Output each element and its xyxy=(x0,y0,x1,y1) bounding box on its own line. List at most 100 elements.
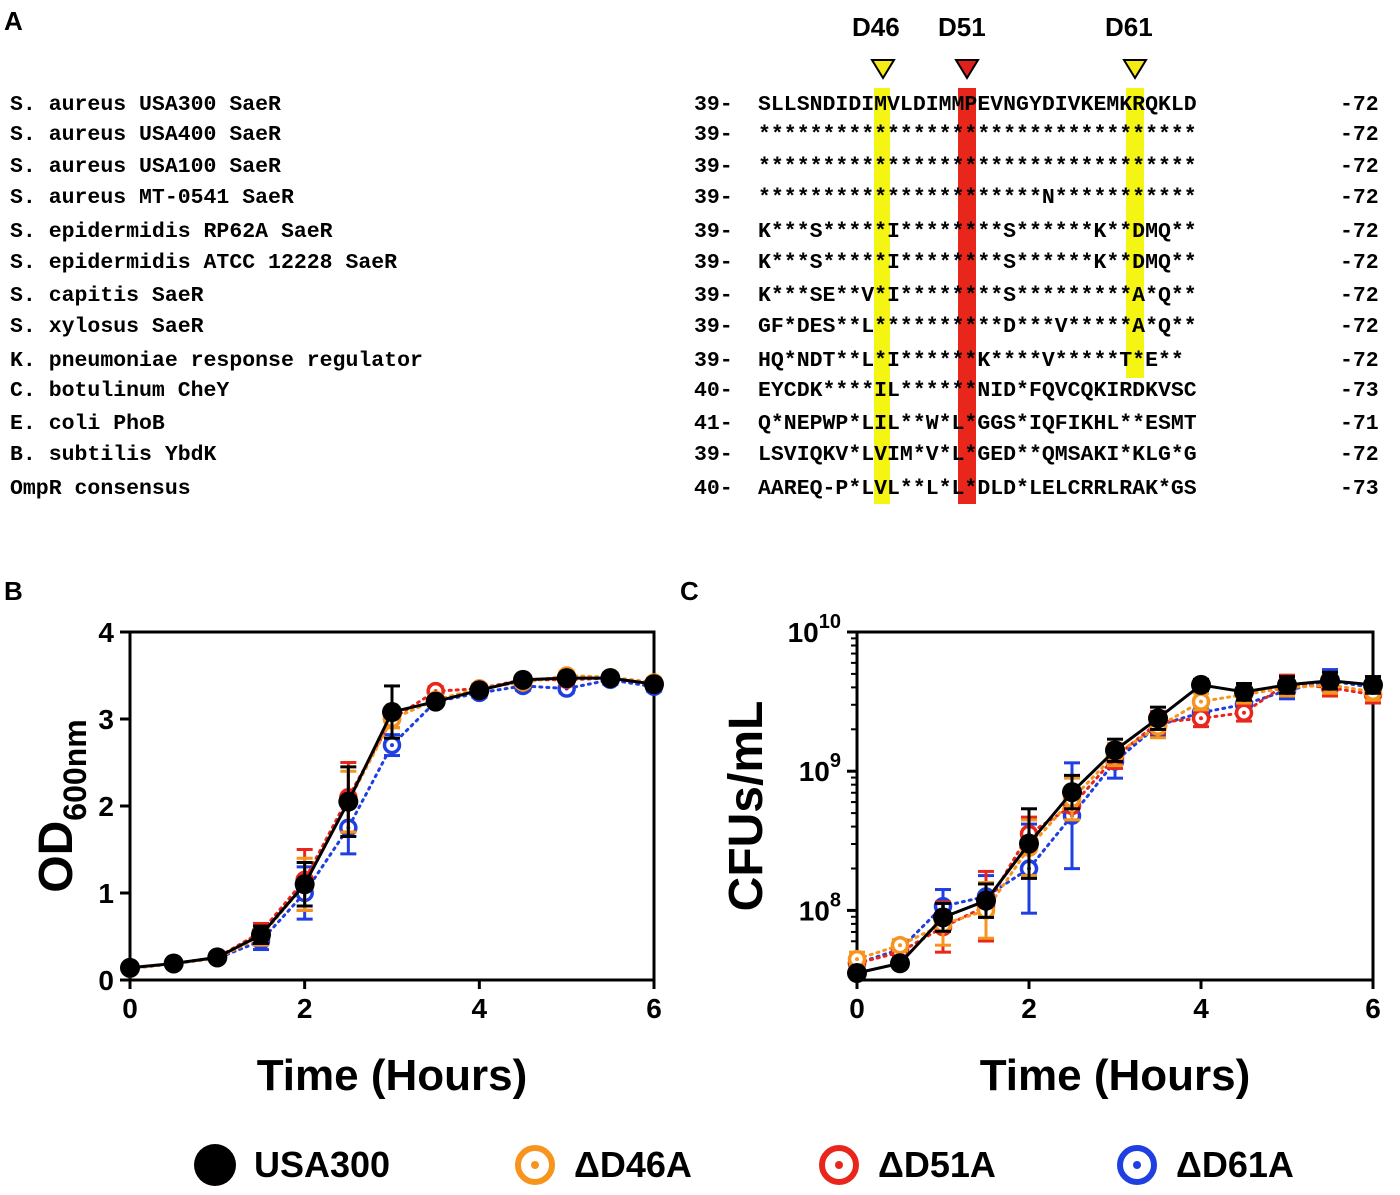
legend-label-d61a: ΔD61A xyxy=(1176,1144,1294,1185)
data-point xyxy=(207,947,228,968)
organism-name: S. xylosus SaeR xyxy=(10,315,204,339)
sequence-residues: LSVIQKV*LVIM*V*L*GED**QMSAKI*KLG*G xyxy=(758,443,1197,467)
x-tick-label: 4 xyxy=(1193,993,1209,1024)
alignment-row: S. xylosus SaeR 39- GF*DES**L**********D**… xyxy=(0,313,1400,341)
y-tick-base: 10 xyxy=(788,617,819,648)
data-point xyxy=(1105,740,1125,761)
legend-label-d46a: ΔD46A xyxy=(574,1144,692,1185)
data-point xyxy=(163,953,184,974)
highlight-column-d51 xyxy=(958,88,976,504)
start-position: 39- xyxy=(694,315,733,339)
legend-item-d61a: ΔD61A xyxy=(1112,1135,1294,1195)
end-position: -72 xyxy=(1340,155,1379,179)
organism-name: S. epidermidis ATCC 12228 SaeR xyxy=(10,251,398,275)
data-point-center xyxy=(1199,699,1203,704)
sequence-alignment: D46 D51 D61 S. aureus USA300 SaeR 39- SLLS… xyxy=(0,0,1400,520)
dotted-circle-blue-icon xyxy=(1117,1145,1157,1185)
start-position: 39- xyxy=(694,443,733,467)
sequence-residues: ********************************** xyxy=(758,123,1197,147)
start-position: 40- xyxy=(694,379,733,403)
legend: USA300 ΔD46A ΔD51A ΔD61A xyxy=(0,1135,1400,1195)
alignment-row: K. pneumoniae response regulator 39- HQ*ND… xyxy=(0,347,1400,375)
y-tick-label: 2 xyxy=(98,791,114,822)
x-tick-label: 2 xyxy=(297,993,313,1024)
data-point xyxy=(425,691,446,712)
legend-item-usa300: USA300 xyxy=(190,1135,390,1195)
sequence-residues: AAREQ-P*LVL**L*L*DLD*LELCRRLRAK*GS xyxy=(758,477,1197,501)
chart-od600: 0 2 4 6 0 1 2 3 4 Time (Hours) OD600nm xyxy=(30,617,664,1100)
sequence-residues: K***SE**V*I********S*********A*Q** xyxy=(758,284,1197,308)
y-axis-label-main: OD xyxy=(30,821,83,893)
alignment-row: S. aureus USA400 SaeR 39- ****************… xyxy=(0,121,1400,149)
data-point xyxy=(251,924,271,945)
sequence-residues: **********************N*********** xyxy=(758,186,1197,210)
data-point xyxy=(933,907,953,928)
site-marker-d51-icon xyxy=(954,59,980,80)
y-axis-label: OD600nm xyxy=(30,719,93,892)
plot-frame xyxy=(855,630,1375,982)
organism-name: S. aureus USA100 SaeR xyxy=(10,155,281,179)
data-point xyxy=(1148,708,1168,729)
end-position: -72 xyxy=(1340,443,1379,467)
start-position: 39- xyxy=(694,123,733,147)
legend-label-usa300: USA300 xyxy=(254,1144,391,1185)
y-tick-exponent: 8 xyxy=(830,889,841,911)
legend-item-d51a: ΔD51A xyxy=(814,1135,996,1195)
x-tick-label: 4 xyxy=(472,993,488,1024)
data-point xyxy=(847,963,867,984)
x-tick-label: 6 xyxy=(1365,993,1381,1024)
plot-frame xyxy=(128,630,656,982)
end-position: -72 xyxy=(1340,123,1379,147)
legend-label-d51a: ΔD51A xyxy=(878,1144,996,1185)
data-point xyxy=(513,669,533,690)
data-point xyxy=(644,674,664,695)
sequence-residues: K***S*****I********S******K**DMQ** xyxy=(758,251,1197,275)
organism-name: E. coli PhoB xyxy=(10,412,165,436)
organism-name: S. aureus USA400 SaeR xyxy=(10,123,281,147)
alignment-row: OmpR consensus 40- AAREQ-P*LVL**L*L*DLD*LE… xyxy=(0,475,1400,503)
y-axis-label: CFUs/mL xyxy=(720,701,773,912)
x-tick-label: 6 xyxy=(646,993,662,1024)
start-position: 39- xyxy=(694,93,733,117)
end-position: -72 xyxy=(1340,186,1379,210)
organism-name: S. aureus USA300 SaeR xyxy=(10,93,281,117)
y-tick-base: 10 xyxy=(799,895,830,926)
data-point xyxy=(556,668,577,689)
data-point xyxy=(1019,833,1039,854)
data-point xyxy=(1234,681,1254,702)
start-position: 39- xyxy=(694,349,733,373)
organism-name: S. capitis SaeR xyxy=(10,284,204,308)
start-position: 39- xyxy=(694,220,733,244)
y-tick-label: 3 xyxy=(98,704,114,735)
site-label-d61: D61 xyxy=(1105,12,1153,42)
alignment-row: S. aureus USA300 SaeR 39- SLLSNDIDIMVLDIMM… xyxy=(0,91,1400,119)
start-position: 39- xyxy=(694,186,733,210)
data-point xyxy=(294,874,315,895)
data-point xyxy=(1062,782,1082,803)
panel-label-b: B xyxy=(4,576,23,606)
start-position: 39- xyxy=(694,284,733,308)
site-label-d46: D46 xyxy=(852,12,900,42)
y-tick-label: 109 xyxy=(799,750,841,787)
x-axis-label: Time (Hours) xyxy=(980,1051,1251,1100)
sequence-residues: EYCDK****IL******NID*FQVCQKIRDKVSC xyxy=(758,379,1197,403)
end-position: -71 xyxy=(1340,412,1379,436)
organism-name: K. pneumoniae response regulator xyxy=(10,349,423,373)
site-marker-d46-icon xyxy=(870,59,896,80)
y-tick-label: 108 xyxy=(799,889,841,926)
organism-name: OmpR consensus xyxy=(10,477,191,501)
alignment-row: E. coli PhoB 41- Q*NEPWP*LIL**W*L*GGS*IQFI… xyxy=(0,410,1400,438)
data-point-center xyxy=(898,943,902,948)
sequence-residues: Q*NEPWP*LIL**W*L*GGS*IQFIKHL**ESMT xyxy=(758,412,1197,436)
data-point xyxy=(1191,674,1211,695)
organism-name: S. epidermidis RP62A SaeR xyxy=(10,220,333,244)
panel-label-c: C xyxy=(680,576,699,606)
sequence-residues: SLLSNDIDIMVLDIMMPEVNGYDIVKEMKRQKLD xyxy=(758,93,1197,117)
site-marker-d61-icon xyxy=(1122,59,1148,80)
legend-item-d46a: ΔD46A xyxy=(510,1135,692,1195)
data-point-center xyxy=(1199,716,1203,721)
y-tick-label: 4 xyxy=(98,617,114,648)
x-axis-label: Time (Hours) xyxy=(257,1051,528,1100)
data-point xyxy=(338,791,359,812)
